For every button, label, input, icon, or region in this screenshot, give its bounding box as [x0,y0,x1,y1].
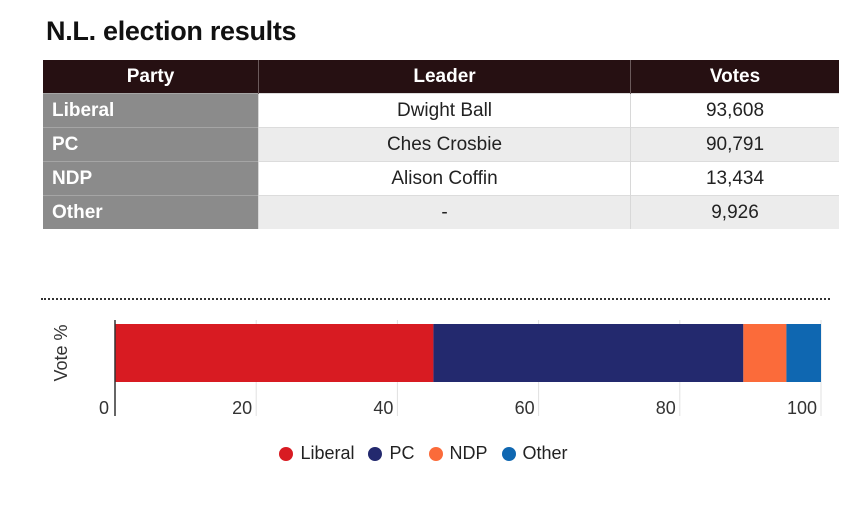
table-header-row: Party Leader Votes [43,60,839,94]
chart-legend: Liberal PC NDP Other [0,443,847,464]
legend-label: Other [522,443,568,463]
x-tick-label: 100 [787,398,817,418]
table-row: NDP Alison Coffin 13,434 [43,161,839,196]
legend-item: Liberal [279,443,354,464]
column-header-leader: Leader [258,60,631,94]
chart-title: N.L. election results [46,16,297,46]
results-table: Party Leader Votes Liberal Dwight Ball 9… [43,60,839,229]
x-tick-label: 40 [373,398,393,418]
leader-cell: Alison Coffin [258,161,631,196]
column-header-votes: Votes [630,60,839,94]
table-row: Other - 9,926 [43,195,839,229]
legend-label: Liberal [300,443,355,463]
legend-item: Other [501,443,568,464]
party-cell: PC [43,127,259,162]
bar-segment-ndp [743,324,787,382]
party-cell: NDP [43,161,259,196]
table-row: PC Ches Crosbie 90,791 [43,127,839,162]
legend-label: NDP [449,443,488,463]
y-axis-label: Vote % [51,324,71,381]
bar-segment-liberal [115,324,434,382]
votes-cell: 90,791 [630,127,839,162]
votes-cell: 9,926 [630,195,839,229]
legend-swatch [368,446,383,461]
votes-cell: 13,434 [630,161,839,196]
legend-item: PC [368,443,415,464]
leader-cell: - [258,195,631,229]
leader-cell: Dwight Ball [258,93,631,128]
party-cell: Other [43,195,259,229]
stacked-bar-chart: 0 20 40 60 80 100 Vote % [51,320,822,418]
legend-swatch [501,446,516,461]
legend-swatch [428,446,443,461]
party-cell: Liberal [43,93,259,128]
x-tick-label: 20 [232,398,252,418]
bar-segment-other [786,324,821,382]
x-tick-label: 80 [656,398,676,418]
dotted-divider [41,298,830,300]
bar-segment-pc [433,324,744,382]
column-header-party: Party [43,60,259,94]
votes-cell: 93,608 [630,93,839,128]
x-tick-label: 0 [99,398,109,418]
legend-swatch [279,446,294,461]
legend-item: NDP [428,443,488,464]
table-row: Liberal Dwight Ball 93,608 [43,93,839,128]
leader-cell: Ches Crosbie [258,127,631,162]
x-tick-label: 60 [515,398,535,418]
legend-label: PC [389,443,415,463]
